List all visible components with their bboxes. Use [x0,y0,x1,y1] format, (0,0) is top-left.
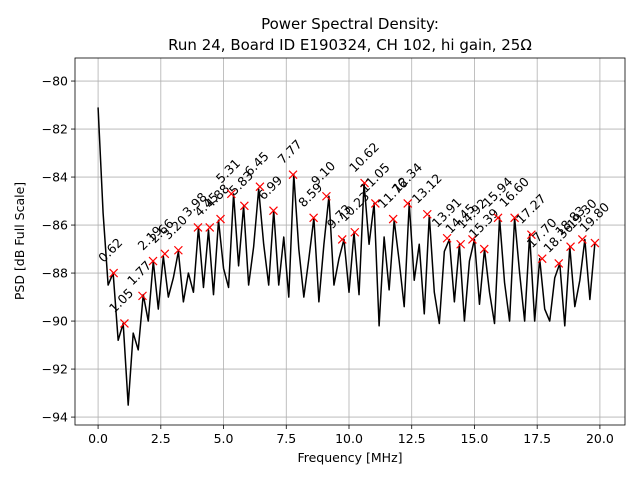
peak-marker [360,178,369,188]
peak-marker [554,259,564,268]
x-tick-label: 12.5 [398,431,426,446]
chart-title: Power Spectral Density: [261,15,439,33]
y-tick-label: −80 [42,74,68,89]
peak-marker [422,209,432,219]
peak-marker [350,227,360,237]
peak-marker [526,230,536,240]
peak-marker [148,256,158,266]
x-tick-label: 15.0 [461,431,489,446]
y-tick-label: −82 [42,122,68,137]
peak-label: 1.77 [124,258,154,288]
x-tick-label: 10.0 [335,431,363,446]
peak-label: 1.05 [106,285,136,315]
peak-marker [321,191,331,201]
y-tick-label: −86 [42,218,68,233]
peak-marker [269,206,278,216]
peak-marker [138,291,147,301]
peak-marker [590,238,600,248]
peak-marker [255,182,265,192]
peak-marker [226,189,236,199]
x-tick-label: 7.5 [276,431,296,446]
peak-label: 0.62 [95,235,125,265]
peak-marker [173,245,183,255]
peak-marker [537,254,547,264]
plot-frame [74,57,626,426]
x-tick-label: 5.0 [214,431,234,446]
x-tick-label: 20.0 [586,431,614,446]
peak-marker [309,213,319,223]
peak-marker [160,249,170,259]
peak-marker [205,223,215,232]
peak-marker [239,201,249,211]
peak-marker [109,268,119,278]
y-tick-label: −92 [42,362,68,377]
peak-marker [510,213,520,223]
peak-marker [288,170,298,180]
peak-marker [403,199,413,208]
x-tick-label: 0.0 [88,431,108,446]
peak-marker [370,199,380,208]
peak-marker [216,214,225,224]
peak-marker [193,223,203,232]
y-tick-label: −94 [42,410,68,425]
peak-marker [337,235,347,244]
x-tick-label: 2.5 [151,431,171,446]
y-tick-label: −88 [42,266,68,281]
peak-marker [479,244,489,254]
peak-marker [468,235,477,244]
x-axis-label: Frequency [MHz] [297,450,402,465]
peak-marker [442,233,452,243]
peak-marker [120,319,129,328]
x-tick-label: 17.5 [523,431,551,446]
peak-marker [493,213,503,223]
y-tick-label: −84 [42,170,68,185]
y-tick-label: −90 [42,314,68,329]
peak-marker [577,235,587,244]
y-axis-label: PSD [dB Full Scale] [12,182,27,300]
peak-marker [456,239,466,249]
peak-marker [388,214,398,224]
chart-subtitle: Run 24, Board ID E190324, CH 102, hi gai… [168,36,532,54]
peak-marker [566,242,575,252]
peak-label: 7.77 [275,136,305,166]
psd-line [97,107,596,406]
